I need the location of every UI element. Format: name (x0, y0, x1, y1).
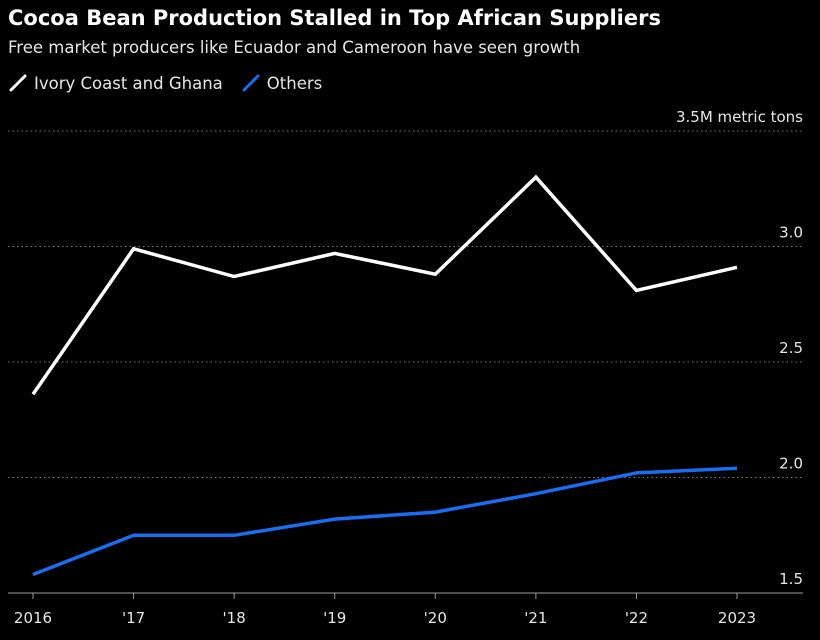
y-tick-label: 2.0 (779, 455, 803, 473)
x-tick-label: '21 (524, 609, 547, 627)
legend-label-others: Others (266, 73, 323, 93)
y-tick-label: 3.5M metric tons (676, 108, 803, 126)
x-tick-label: '18 (223, 609, 246, 627)
x-tick-label: '19 (323, 609, 346, 627)
legend: Ivory Coast and Ghana Others (8, 73, 340, 93)
x-tick-label: 2016 (14, 609, 52, 627)
x-tick-label: '17 (122, 609, 145, 627)
legend-item-others: Others (241, 73, 322, 93)
legend-swatch-white-line (9, 74, 27, 92)
series-line-others (32, 466, 738, 577)
y-tick-label: 1.5 (779, 570, 803, 588)
series-line-ivory-coast-ghana (31, 174, 738, 396)
x-tick-label: 2023 (718, 609, 756, 627)
chart-title: Cocoa Bean Production Stalled in Top Afr… (8, 6, 661, 30)
legend-item-ivory-coast-ghana: Ivory Coast and Ghana (8, 73, 223, 93)
y-tick-label: 2.5 (779, 339, 803, 357)
legend-label-ivory-coast-ghana: Ivory Coast and Ghana (34, 73, 223, 93)
x-tick-label: '20 (424, 609, 447, 627)
x-tick-label: '22 (625, 609, 648, 627)
y-tick-label: 3.0 (779, 224, 803, 242)
legend-swatch-blue-line (242, 74, 260, 92)
chart-subtitle: Free market producers like Ecuador and C… (8, 38, 581, 57)
